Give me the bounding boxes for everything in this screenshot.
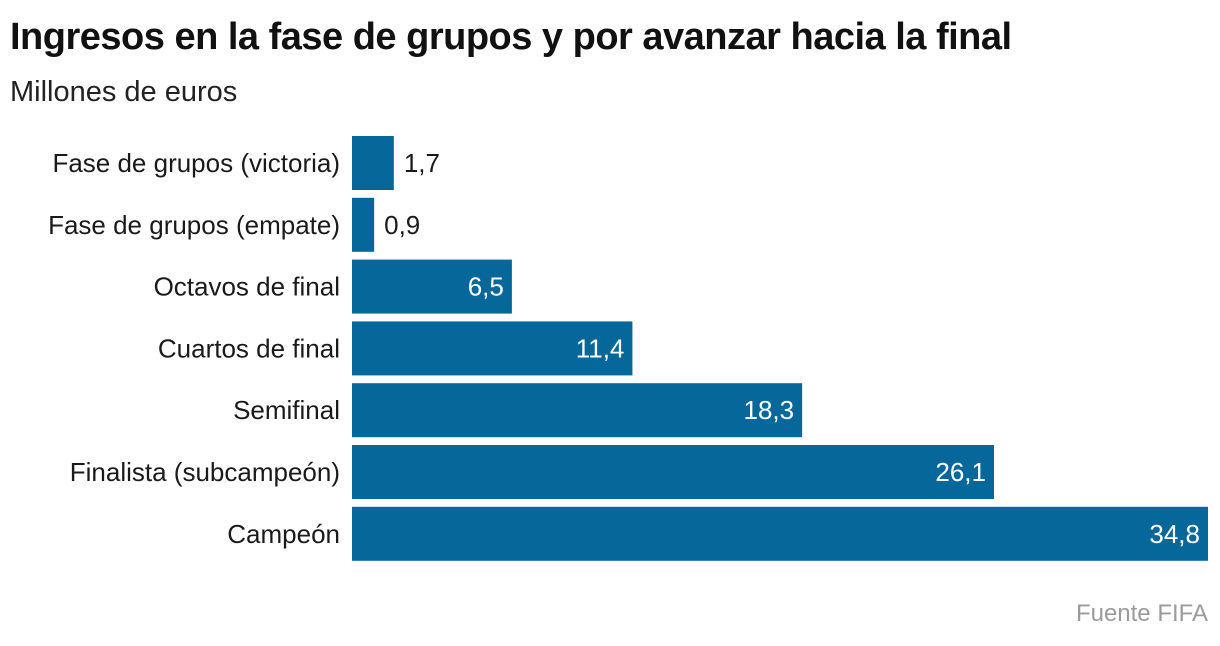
bar xyxy=(352,321,633,376)
value-label: 34,8 xyxy=(1149,519,1200,549)
value-label: 18,3 xyxy=(744,395,795,425)
bar xyxy=(352,383,803,438)
bar xyxy=(352,506,1208,561)
chart-subtitle: Millones de euros xyxy=(10,76,238,108)
chart-title: Ingresos en la fase de grupos y por avan… xyxy=(10,16,1012,58)
category-label: Cuartos de final xyxy=(158,333,340,363)
value-label: 11,4 xyxy=(576,333,625,363)
category-label: Fase de grupos (victoria) xyxy=(52,148,340,178)
category-label: Campeón xyxy=(227,519,340,549)
bar xyxy=(352,197,375,252)
value-label: 6,5 xyxy=(468,272,504,302)
bar xyxy=(352,445,994,499)
source-note: Fuente FIFA xyxy=(1075,600,1208,627)
category-label: Fase de grupos (empate) xyxy=(48,210,340,240)
value-label: 1,7 xyxy=(404,148,440,178)
bar xyxy=(352,259,512,314)
category-label: Semifinal xyxy=(233,395,340,425)
value-label: 26,1 xyxy=(935,457,986,487)
category-label: Octavos de final xyxy=(154,272,340,302)
category-label: Finalista (subcampeón) xyxy=(70,457,340,487)
bar xyxy=(352,136,394,190)
value-label: 0,9 xyxy=(384,210,420,240)
